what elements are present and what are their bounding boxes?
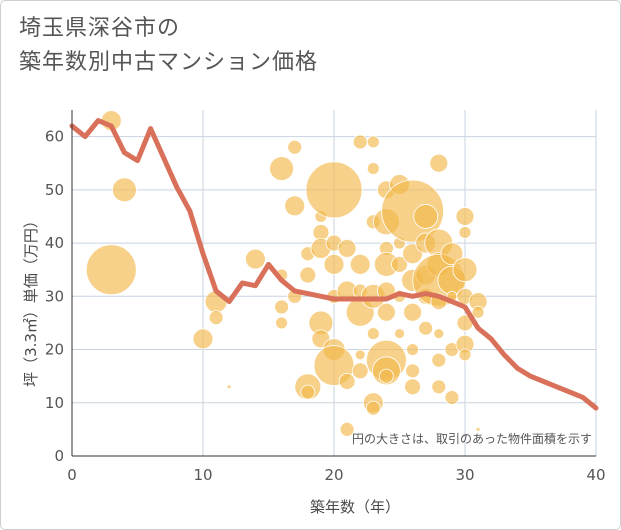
bubble-point	[112, 177, 137, 203]
trend-line	[69, 118, 599, 411]
bubble-point	[391, 255, 408, 273]
bubble-point	[244, 248, 266, 270]
bubble-point	[452, 257, 478, 283]
bubble-point	[406, 343, 420, 356]
size-note: 円の大きさは、取引のあった物件面積を示す	[352, 431, 592, 446]
chart-title-line-1: 埼玉県深谷市の	[19, 16, 181, 41]
bubble-point	[418, 320, 434, 336]
bubble-point	[208, 310, 224, 326]
y-tick-label: 20	[45, 341, 64, 359]
bubble-point	[405, 363, 421, 379]
bubble-point	[349, 253, 371, 275]
bubble-point	[351, 362, 369, 380]
bubble-point	[352, 134, 368, 150]
x-tick-label: 30	[455, 466, 474, 484]
bubble-point	[366, 135, 380, 149]
bubble-point	[455, 207, 475, 226]
x-tick-label: 40	[586, 466, 605, 484]
bubble-point	[300, 384, 316, 400]
x-tick-label: 10	[193, 466, 212, 484]
bubble-point	[226, 384, 232, 390]
x-tick-label: 0	[67, 466, 77, 484]
bubble-point	[394, 328, 405, 339]
bubble-point	[403, 302, 423, 322]
y-tick-label: 40	[45, 234, 64, 252]
bubble-point	[305, 161, 363, 219]
bubble-point	[458, 226, 472, 239]
bubble-point	[284, 195, 306, 217]
bubble-point	[337, 238, 357, 258]
y-tick-label: 60	[45, 128, 64, 146]
bubble-point	[354, 349, 366, 361]
axes: 0 10 20 30 40 50 60 0 10 20 30 40	[45, 110, 606, 484]
bubble-point	[274, 299, 290, 315]
bubble-layer	[85, 110, 488, 437]
bubble-point	[471, 305, 485, 319]
y-tick-label: 50	[45, 181, 64, 199]
bubble-point	[404, 378, 422, 396]
bubble-point	[323, 253, 345, 275]
bubble-point	[458, 348, 472, 362]
bubble-point	[366, 162, 380, 175]
y-axis-label: 坪（3.3㎡）単価（万円）	[22, 213, 40, 387]
bubble-point	[413, 204, 439, 229]
bubble-point	[433, 328, 445, 339]
bubble-point	[339, 421, 355, 437]
bubble-point	[269, 156, 295, 181]
chart-title-line-2: 築年数別中古マンション価格	[19, 50, 319, 75]
y-tick-label: 10	[45, 394, 64, 412]
x-axis-label: 築年数（年）	[310, 498, 400, 516]
bubble-point	[192, 328, 214, 350]
bubble-point	[366, 327, 380, 340]
y-tick-label: 0	[54, 447, 64, 465]
bubble-point	[378, 368, 394, 384]
bubble-point	[429, 153, 449, 173]
bubble-point	[287, 139, 303, 155]
bubble-point	[299, 266, 317, 284]
bubble-point	[475, 426, 481, 432]
bubble-point	[431, 379, 447, 395]
bubble-point	[376, 302, 396, 322]
bubble-point	[85, 244, 137, 296]
trend-line-layer	[69, 118, 599, 411]
bubble-point	[444, 390, 460, 405]
bubble-point	[440, 242, 464, 266]
bubble-point	[431, 352, 447, 368]
bubble-point	[275, 316, 289, 330]
bubble-point	[338, 373, 356, 390]
x-tick-label: 20	[324, 466, 343, 484]
y-tick-label: 30	[45, 287, 64, 305]
bubble-point	[365, 400, 381, 416]
chart-title: 埼玉県深谷市の 築年数別中古マンション価格	[19, 12, 318, 80]
